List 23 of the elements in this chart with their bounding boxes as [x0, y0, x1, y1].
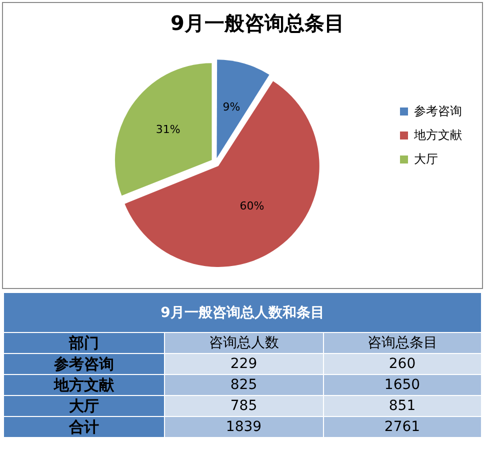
series-label: 咨询总条目 — [323, 332, 482, 354]
category-label: 地方文献 — [4, 374, 164, 396]
category-label: 大厅 — [4, 396, 164, 416]
text: 部门 — [4, 332, 164, 354]
data-label: 9% — [222, 100, 240, 114]
data-label: 229 — [164, 354, 323, 374]
series-label: 咨询总人数 — [164, 332, 323, 354]
chart-title: 9月一般咨询总条目 — [170, 11, 344, 36]
data-label: 31% — [156, 123, 180, 136]
text: 9月一般咨询总人数和条目 — [4, 292, 482, 332]
category-label: 参考咨询 — [4, 354, 164, 374]
data-label: 1839 — [164, 416, 323, 438]
category-label: 合计 — [4, 416, 164, 438]
data-label: 851 — [323, 396, 482, 416]
data-label: 1650 — [323, 374, 482, 396]
legend-label: 地方文献 — [413, 128, 462, 142]
data-label: 825 — [164, 374, 323, 396]
data-label: 60% — [240, 199, 264, 212]
legend-label: 参考咨询 — [414, 104, 462, 118]
data-label: 2761 — [323, 416, 482, 438]
data-label: 785 — [164, 396, 323, 416]
data-label: 260 — [323, 354, 482, 374]
legend-label: 大厅 — [414, 152, 438, 166]
